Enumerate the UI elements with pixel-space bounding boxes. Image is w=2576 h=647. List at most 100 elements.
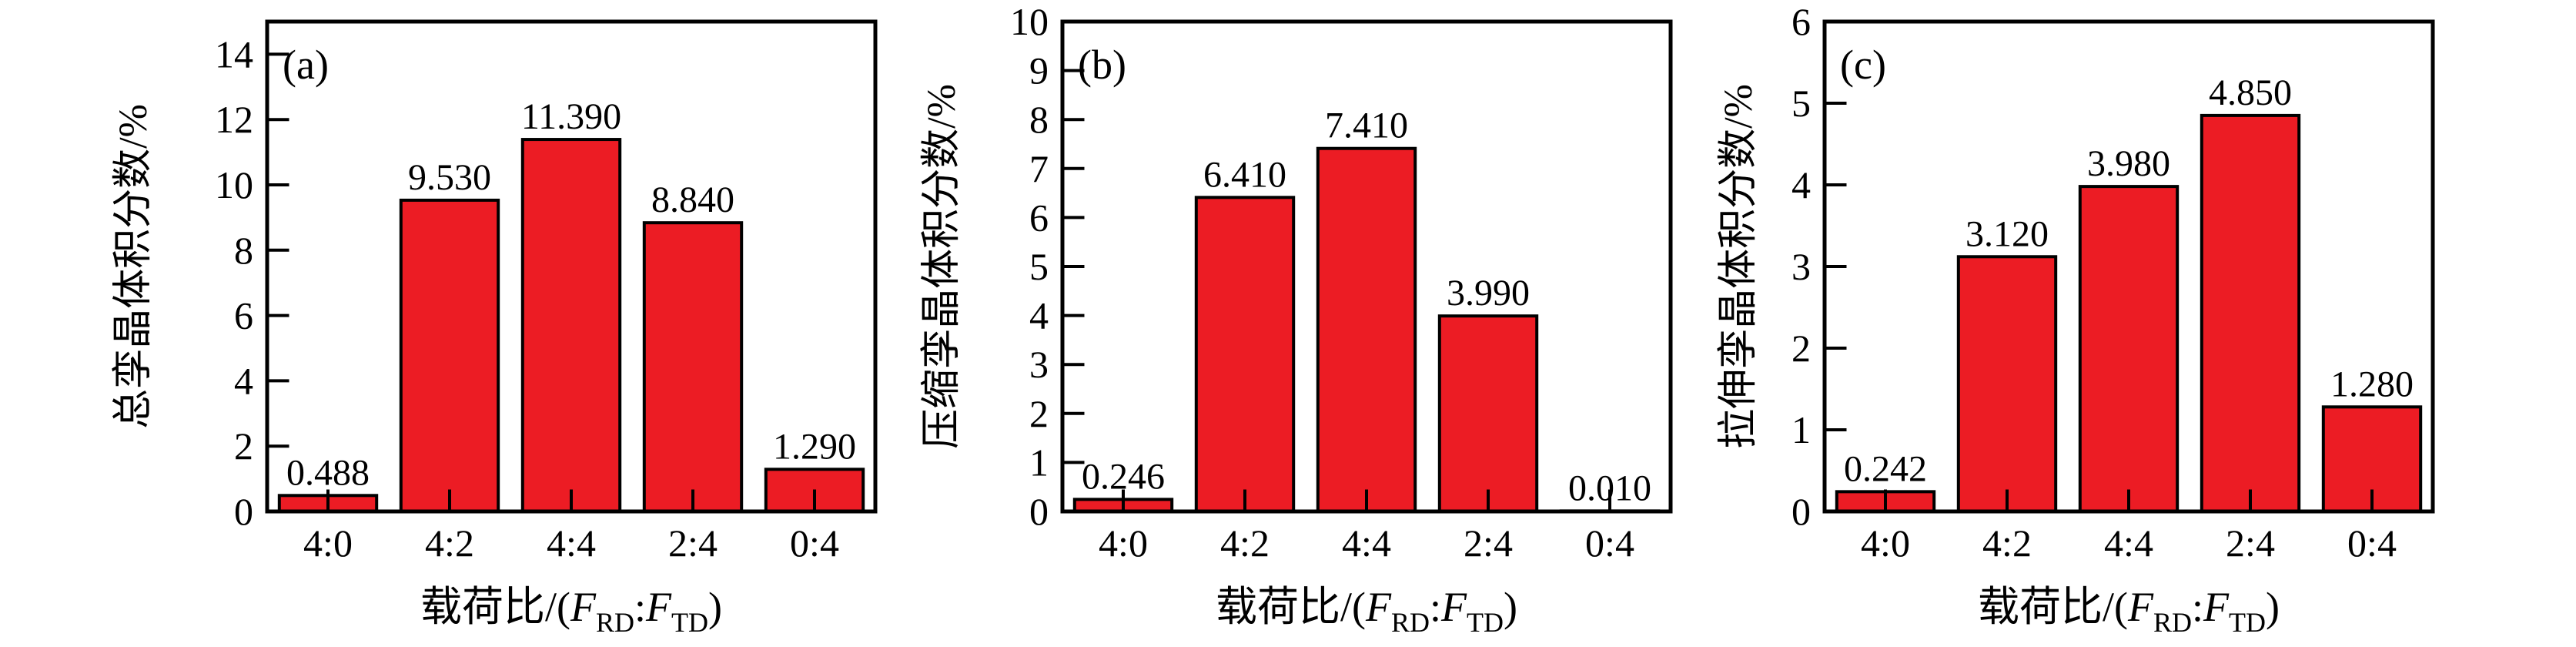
panel-letter: (a) [283,42,329,88]
x-axis-title: 载荷比/(FRD:FTD) [1978,584,2280,638]
y-tick-label: 2 [1791,327,1811,370]
x-title-sub-RD: RD [1391,607,1430,638]
y-tick-label: 1 [1029,441,1049,484]
y-tick-label: 7 [1029,147,1049,190]
x-tick-label: 4:0 [1861,521,1910,565]
x-title-sub-TD: TD [2229,607,2266,638]
x-title-sub-RD: RD [2153,607,2192,638]
y-tick-label: 6 [234,294,253,337]
bar-value-label: 6.410 [1203,154,1286,195]
y-tick-label: 2 [234,424,253,468]
x-title-F2: F [645,584,672,630]
y-tick-label: 1 [1791,408,1811,451]
y-tick-label: 0 [1029,490,1049,533]
x-tick-label: 2:4 [668,521,718,565]
bar-value-label: 3.120 [1965,213,2049,254]
y-axis-label: 总孪晶体积分数/% [112,104,156,429]
bar [399,198,500,513]
x-title-prefix: 载荷比/( [420,584,570,630]
x-title-suffix: ) [2266,584,2280,630]
y-axis-label: 拉伸孪晶体积分数/% [1717,84,1761,449]
x-title-suffix: ) [708,584,722,630]
y-tick-label: 4 [234,359,253,402]
x-title-sub-RD: RD [596,607,634,638]
y-tick-label: 0 [234,490,253,533]
bar-value-label: 0.488 [286,452,370,493]
bar-chart-c: 0.242 3.120 3.980 4.850 1.280 0 1 2 3 4 5 6 4:0 4:2 4:… [1717,0,2435,638]
x-title-F1: F [570,584,597,630]
y-tick-label: 9 [1029,49,1049,92]
bar [642,221,744,513]
plot-frame [1060,19,1673,514]
y-tick-label: 2 [1029,392,1049,435]
y-tick-label: 8 [1029,98,1049,141]
bar [2200,113,2301,513]
bar [1437,314,1539,513]
x-tick-label: 0:4 [790,521,839,565]
bar [520,138,622,513]
x-title-sub-TD: TD [671,607,708,638]
x-title-suffix: ) [1504,584,1517,630]
plot-area: 0.2466.4107.4103.9900.0100123456789104:0… [1010,0,1673,565]
plot-area: 0.242 3.120 3.980 4.850 1.280 0 1 2 3 4 5 6 4:0 4:2 4:… [1791,0,2435,565]
bar-value-label: 1.280 [2330,364,2414,404]
bar-value-label: 8.840 [651,179,734,220]
y-tick-label: 6 [1791,0,1811,43]
plot-area: 0.488 9.530 11.390 8.840 1.290 0 2 4 6 8 10 12 14 4:0… [215,19,878,565]
bar-value-label: 3.990 [1447,273,1530,313]
y-tick-label: 10 [1010,0,1049,43]
y-tick-label: 3 [1791,245,1811,288]
bar-chart-a: 0.488 9.530 11.390 8.840 1.290 0 2 4 6 8 10 12 14 4:0… [112,19,878,638]
x-tick-label: 4:2 [1982,521,2032,565]
y-tick-label: 8 [234,229,253,272]
panel-letter: (b) [1078,42,1126,88]
bar-value-label: 3.980 [2087,143,2170,184]
x-tick-label: 4:0 [303,521,353,565]
chart-panel-a: 0.488 9.530 11.390 8.840 1.290 0 2 4 6 8 10 12 14 4:0… [65,0,924,647]
x-title-F1: F [1365,584,1392,630]
panel-letter: (c) [1840,42,1886,88]
x-title-prefix: 载荷比/( [1216,584,1366,630]
y-tick-label: 3 [1029,343,1049,386]
x-tick-label: 0:4 [2347,521,2397,565]
y-tick-label: 14 [215,32,253,75]
bar [1194,196,1296,513]
bar [2078,185,2180,513]
bar [1956,255,2058,513]
x-axis-title: 载荷比/(FRD:FTD) [420,584,722,638]
x-title-colon: : [634,584,646,630]
x-title-F2: F [1440,584,1467,630]
y-tick-label: 5 [1791,82,1811,125]
x-tick-label: 4:0 [1099,521,1148,565]
bar-value-label: 0.242 [1844,448,1927,489]
y-tick-label: 6 [1029,196,1049,239]
x-tick-label: 0:4 [1585,521,1634,565]
x-title-sub-TD: TD [1467,607,1504,638]
x-tick-label: 4:4 [2104,521,2153,565]
chart-panel-b: 0.246 6.410 7.410 3.990 0.010 0 1 2 3 4 5 6 7 8 9 10 4:0… [861,0,1719,647]
plot-frame [1822,19,2435,514]
bar-value-label: 4.850 [2209,72,2292,113]
x-title-F1: F [2127,584,2154,630]
y-tick-label: 5 [1029,245,1049,288]
x-tick-label: 2:4 [2226,521,2275,565]
chart-panel-c: 0.242 3.120 3.980 4.850 1.280 0 1 2 3 4 5 6 4:0 4:2 4:… [1623,0,2481,647]
bar-value-label: 1.290 [773,426,856,467]
x-title-F2: F [2203,584,2230,630]
bar-value-label: 7.410 [1325,106,1408,146]
plot-frame [265,19,878,514]
y-axis-label: 压缩孪晶体积分数/% [920,84,964,449]
y-tick-label: 4 [1791,163,1811,206]
y-tick-label: 0 [1791,490,1811,533]
x-axis-title: 载荷比/(FRD:FTD) [1216,584,1517,638]
x-tick-label: 2:4 [1464,521,1513,565]
bar [1316,146,1417,513]
x-title-colon: : [2192,584,2203,630]
x-tick-label: 4:2 [425,521,474,565]
y-tick-label: 4 [1029,294,1049,337]
x-title-prefix: 载荷比/( [1978,584,2128,630]
bar-chart-b: 0.2466.4107.4103.9900.0100123456789104:0… [920,0,1673,638]
x-tick-label: 4:4 [1342,521,1391,565]
y-tick-label: 10 [215,163,253,206]
